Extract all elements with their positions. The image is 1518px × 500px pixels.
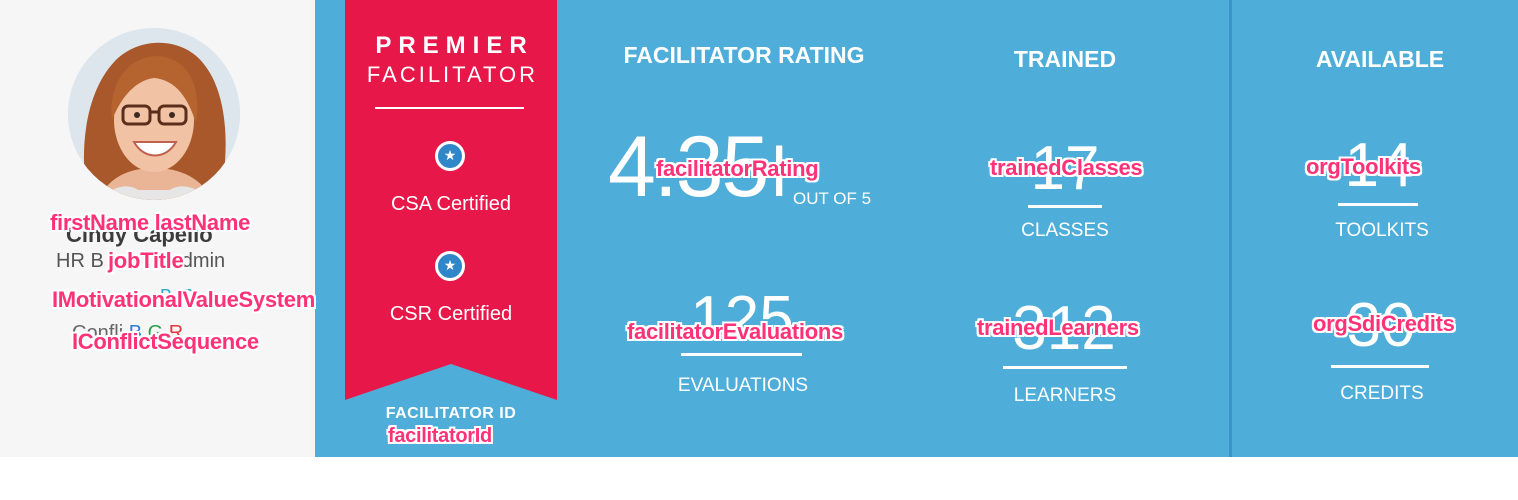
classes-template-label: trainedClasses [990, 155, 1143, 180]
rating-out-of: OUT OF 5 [793, 189, 872, 208]
toolkits-template-label: orgToolkits [1306, 154, 1421, 179]
rating-template-label: facilitatorRating [656, 156, 819, 181]
facilitator-id-template-label: facilitatorId [388, 425, 492, 447]
certification-csr: CSR Certified [389, 303, 513, 325]
evaluations-label: EVALUATIONS [677, 375, 809, 396]
credits-label: CREDITS [1340, 383, 1424, 404]
avatar [68, 28, 240, 200]
evaluations-underline [681, 353, 802, 356]
toolkits-underline [1338, 203, 1418, 206]
conflict-template-label: IConflictSequence [72, 329, 259, 354]
credits-value: 30 [1346, 291, 1416, 360]
certification-csa: CSA Certified [390, 193, 512, 215]
credits-template-label: orgSdiCredits [1313, 311, 1455, 336]
evaluations-template-label: facilitatorEvaluations [627, 319, 843, 344]
learners-label: LEARNERS [1013, 385, 1117, 406]
motivational-value-system: B G [160, 286, 198, 306]
classes-underline [1028, 205, 1102, 208]
classes-value: 17 [1030, 134, 1100, 203]
learners-value: 312 [1012, 294, 1116, 363]
learners-underline [1003, 366, 1127, 369]
badge-facilitator: FACILITATOR [366, 62, 539, 87]
facilitator-id-label: FACILITATOR ID [385, 405, 517, 422]
toolkits-label: TOOLKITS [1335, 220, 1429, 241]
classes-label: CLASSES [1021, 220, 1109, 241]
avatar-photo [68, 28, 240, 200]
facilitator-rating-heading: FACILITATOR RATING [623, 42, 865, 68]
user-name: Cindy Capello [66, 222, 213, 247]
premier-facilitator-ribbon [345, 0, 557, 400]
motivational-template-label: IMotivationalValueSystem [52, 287, 315, 312]
badge-divider [375, 107, 524, 109]
panel-divider [1229, 0, 1232, 457]
name-template-label: firstName lastName [50, 210, 251, 235]
job-title-template-label: jobTitle [108, 248, 184, 273]
evaluations-value: 125 [690, 284, 794, 353]
badge-premier: PREMIER [375, 32, 534, 59]
trained-heading: TRAINED [1013, 46, 1117, 72]
available-heading: AVAILABLE [1315, 46, 1445, 72]
toolkits-value: 14 [1344, 131, 1414, 200]
star-icon: ★ [435, 251, 465, 281]
facilitator-rating-value: 4.35l [608, 119, 787, 215]
conflict-sequence: Confli B G R [72, 322, 184, 344]
star-icon: ★ [435, 141, 465, 171]
credits-underline [1331, 365, 1429, 368]
learners-template-label: trainedLearners [977, 315, 1139, 340]
